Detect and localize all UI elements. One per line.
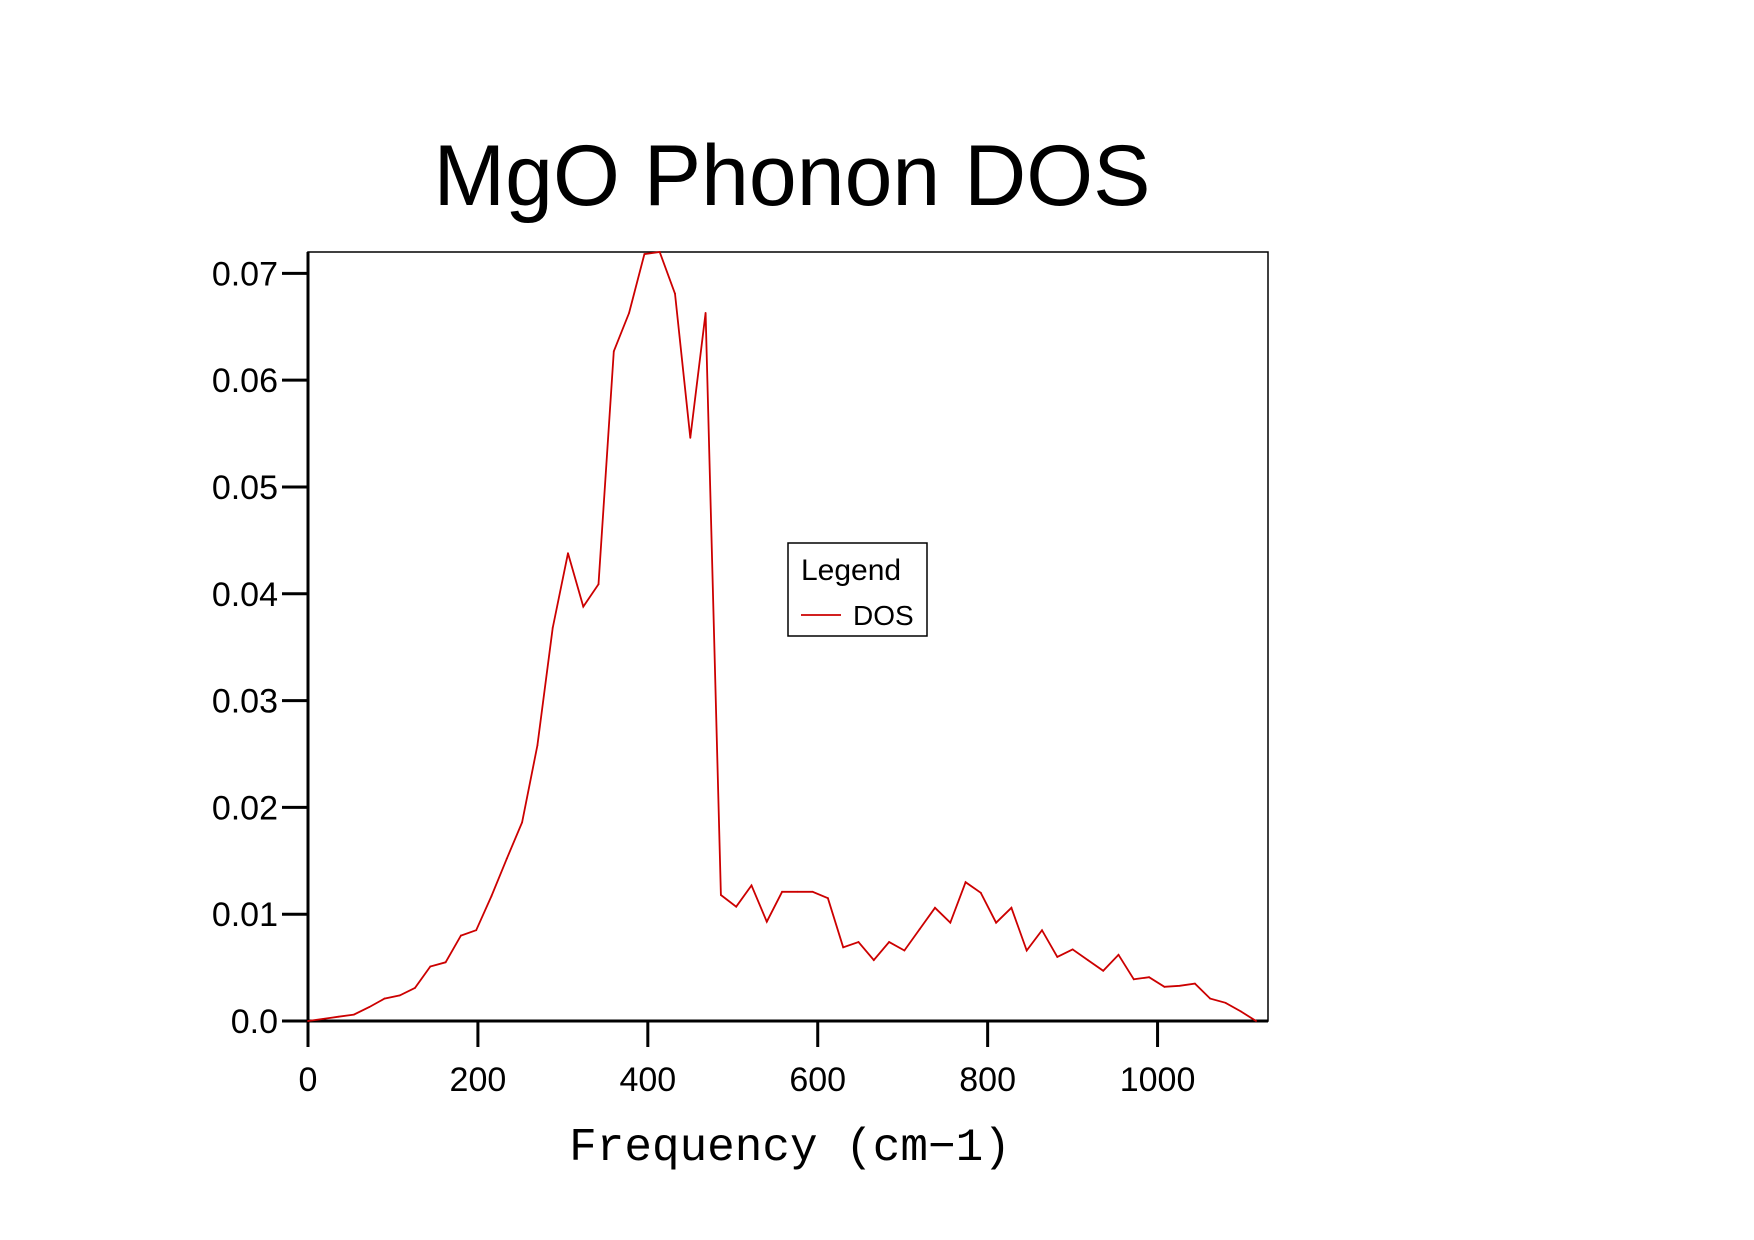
data-point bbox=[414, 986, 416, 989]
data-point bbox=[979, 891, 982, 894]
y-tick-label: 0.02 bbox=[212, 789, 278, 827]
data-point bbox=[903, 949, 906, 952]
x-tick-label: 200 bbox=[450, 1061, 507, 1099]
y-tick-label: 0.04 bbox=[212, 576, 278, 614]
data-point bbox=[490, 895, 493, 897]
data-point bbox=[643, 253, 646, 256]
data-point bbox=[582, 605, 585, 608]
data-point bbox=[934, 906, 936, 909]
x-tick-label: 0 bbox=[299, 1061, 318, 1099]
x-tick-label: 1000 bbox=[1120, 1061, 1196, 1099]
data-point bbox=[719, 894, 722, 896]
data-point bbox=[1255, 1020, 1258, 1022]
plot-area: 0 200 400 600 800 1000 0.00.010.020.030.040.0… bbox=[212, 251, 1269, 1099]
data-point bbox=[1056, 956, 1059, 958]
series-line-dos bbox=[307, 251, 1257, 1022]
data-point bbox=[505, 857, 508, 860]
data-point bbox=[765, 920, 768, 923]
data-point bbox=[1117, 953, 1120, 956]
legend-label-dos: DOS bbox=[853, 600, 914, 631]
y-tick-label: 0.0 bbox=[231, 1003, 278, 1041]
legend-box bbox=[787, 542, 928, 637]
y-tick-label: 0.05 bbox=[212, 469, 278, 507]
data-point bbox=[444, 961, 447, 964]
data-point bbox=[536, 744, 539, 747]
data-point bbox=[368, 1006, 371, 1009]
data-point bbox=[1163, 985, 1166, 988]
data-point bbox=[567, 552, 569, 555]
legend: Legend DOS bbox=[787, 542, 928, 637]
data-point bbox=[1239, 1010, 1242, 1013]
data-point bbox=[811, 890, 814, 893]
data-point bbox=[674, 292, 676, 295]
chart-title: MgO Phonon DOS bbox=[433, 128, 1150, 224]
y-tick-label: 0.07 bbox=[212, 255, 278, 293]
y-tick-label: 0.01 bbox=[212, 896, 278, 934]
data-point bbox=[337, 1015, 340, 1018]
data-point bbox=[781, 890, 783, 893]
x-tick-label: 800 bbox=[959, 1061, 1016, 1099]
x-axis-label: Frequency (cm−1) bbox=[569, 1122, 1011, 1174]
data-point bbox=[964, 881, 967, 884]
data-point bbox=[612, 350, 615, 353]
data-point bbox=[628, 311, 631, 314]
data-point bbox=[1010, 906, 1013, 909]
data-point bbox=[398, 994, 401, 997]
data-point bbox=[1224, 1001, 1227, 1004]
data-point bbox=[796, 890, 799, 893]
data-point bbox=[475, 929, 478, 932]
data-point bbox=[551, 627, 554, 629]
data-point bbox=[1132, 978, 1135, 981]
data-point bbox=[658, 251, 661, 253]
data-point bbox=[827, 897, 829, 900]
data-point bbox=[429, 965, 432, 968]
series-points bbox=[307, 251, 1258, 1022]
y-tick-label: 0.06 bbox=[212, 362, 278, 400]
data-point bbox=[1178, 984, 1181, 987]
data-point bbox=[1025, 949, 1028, 952]
data-point bbox=[689, 436, 692, 439]
data-point bbox=[1071, 948, 1074, 951]
data-point bbox=[1041, 929, 1043, 932]
x-ticks: 0 200 400 600 800 1000 bbox=[299, 1021, 1196, 1099]
data-point bbox=[949, 921, 952, 924]
data-point bbox=[1194, 982, 1196, 985]
legend-title: Legend bbox=[801, 554, 901, 587]
y-ticks: 0.0 0.01 0.02 0.03 0.04 0.05 0.06 0.07 bbox=[212, 255, 308, 1041]
data-point bbox=[1086, 959, 1089, 962]
data-point bbox=[322, 1017, 325, 1020]
data-point bbox=[888, 941, 890, 943]
data-point bbox=[1209, 997, 1212, 1000]
data-point bbox=[872, 959, 875, 962]
data-point bbox=[918, 928, 921, 931]
data-point bbox=[460, 934, 462, 937]
data-point bbox=[842, 946, 845, 949]
data-point bbox=[352, 1013, 355, 1016]
data-point bbox=[521, 821, 523, 824]
data-point bbox=[307, 1020, 309, 1022]
data-point bbox=[597, 583, 600, 586]
data-point bbox=[1148, 976, 1150, 979]
data-point bbox=[735, 905, 738, 908]
data-point bbox=[704, 311, 707, 314]
data-point bbox=[995, 921, 998, 924]
data-point bbox=[750, 884, 753, 887]
y-tick-label: 0.03 bbox=[212, 683, 278, 721]
x-tick-label: 600 bbox=[789, 1061, 846, 1099]
data-point bbox=[383, 997, 386, 1000]
x-tick-label: 400 bbox=[619, 1061, 676, 1099]
data-point bbox=[857, 941, 860, 943]
data-point bbox=[1102, 969, 1105, 972]
